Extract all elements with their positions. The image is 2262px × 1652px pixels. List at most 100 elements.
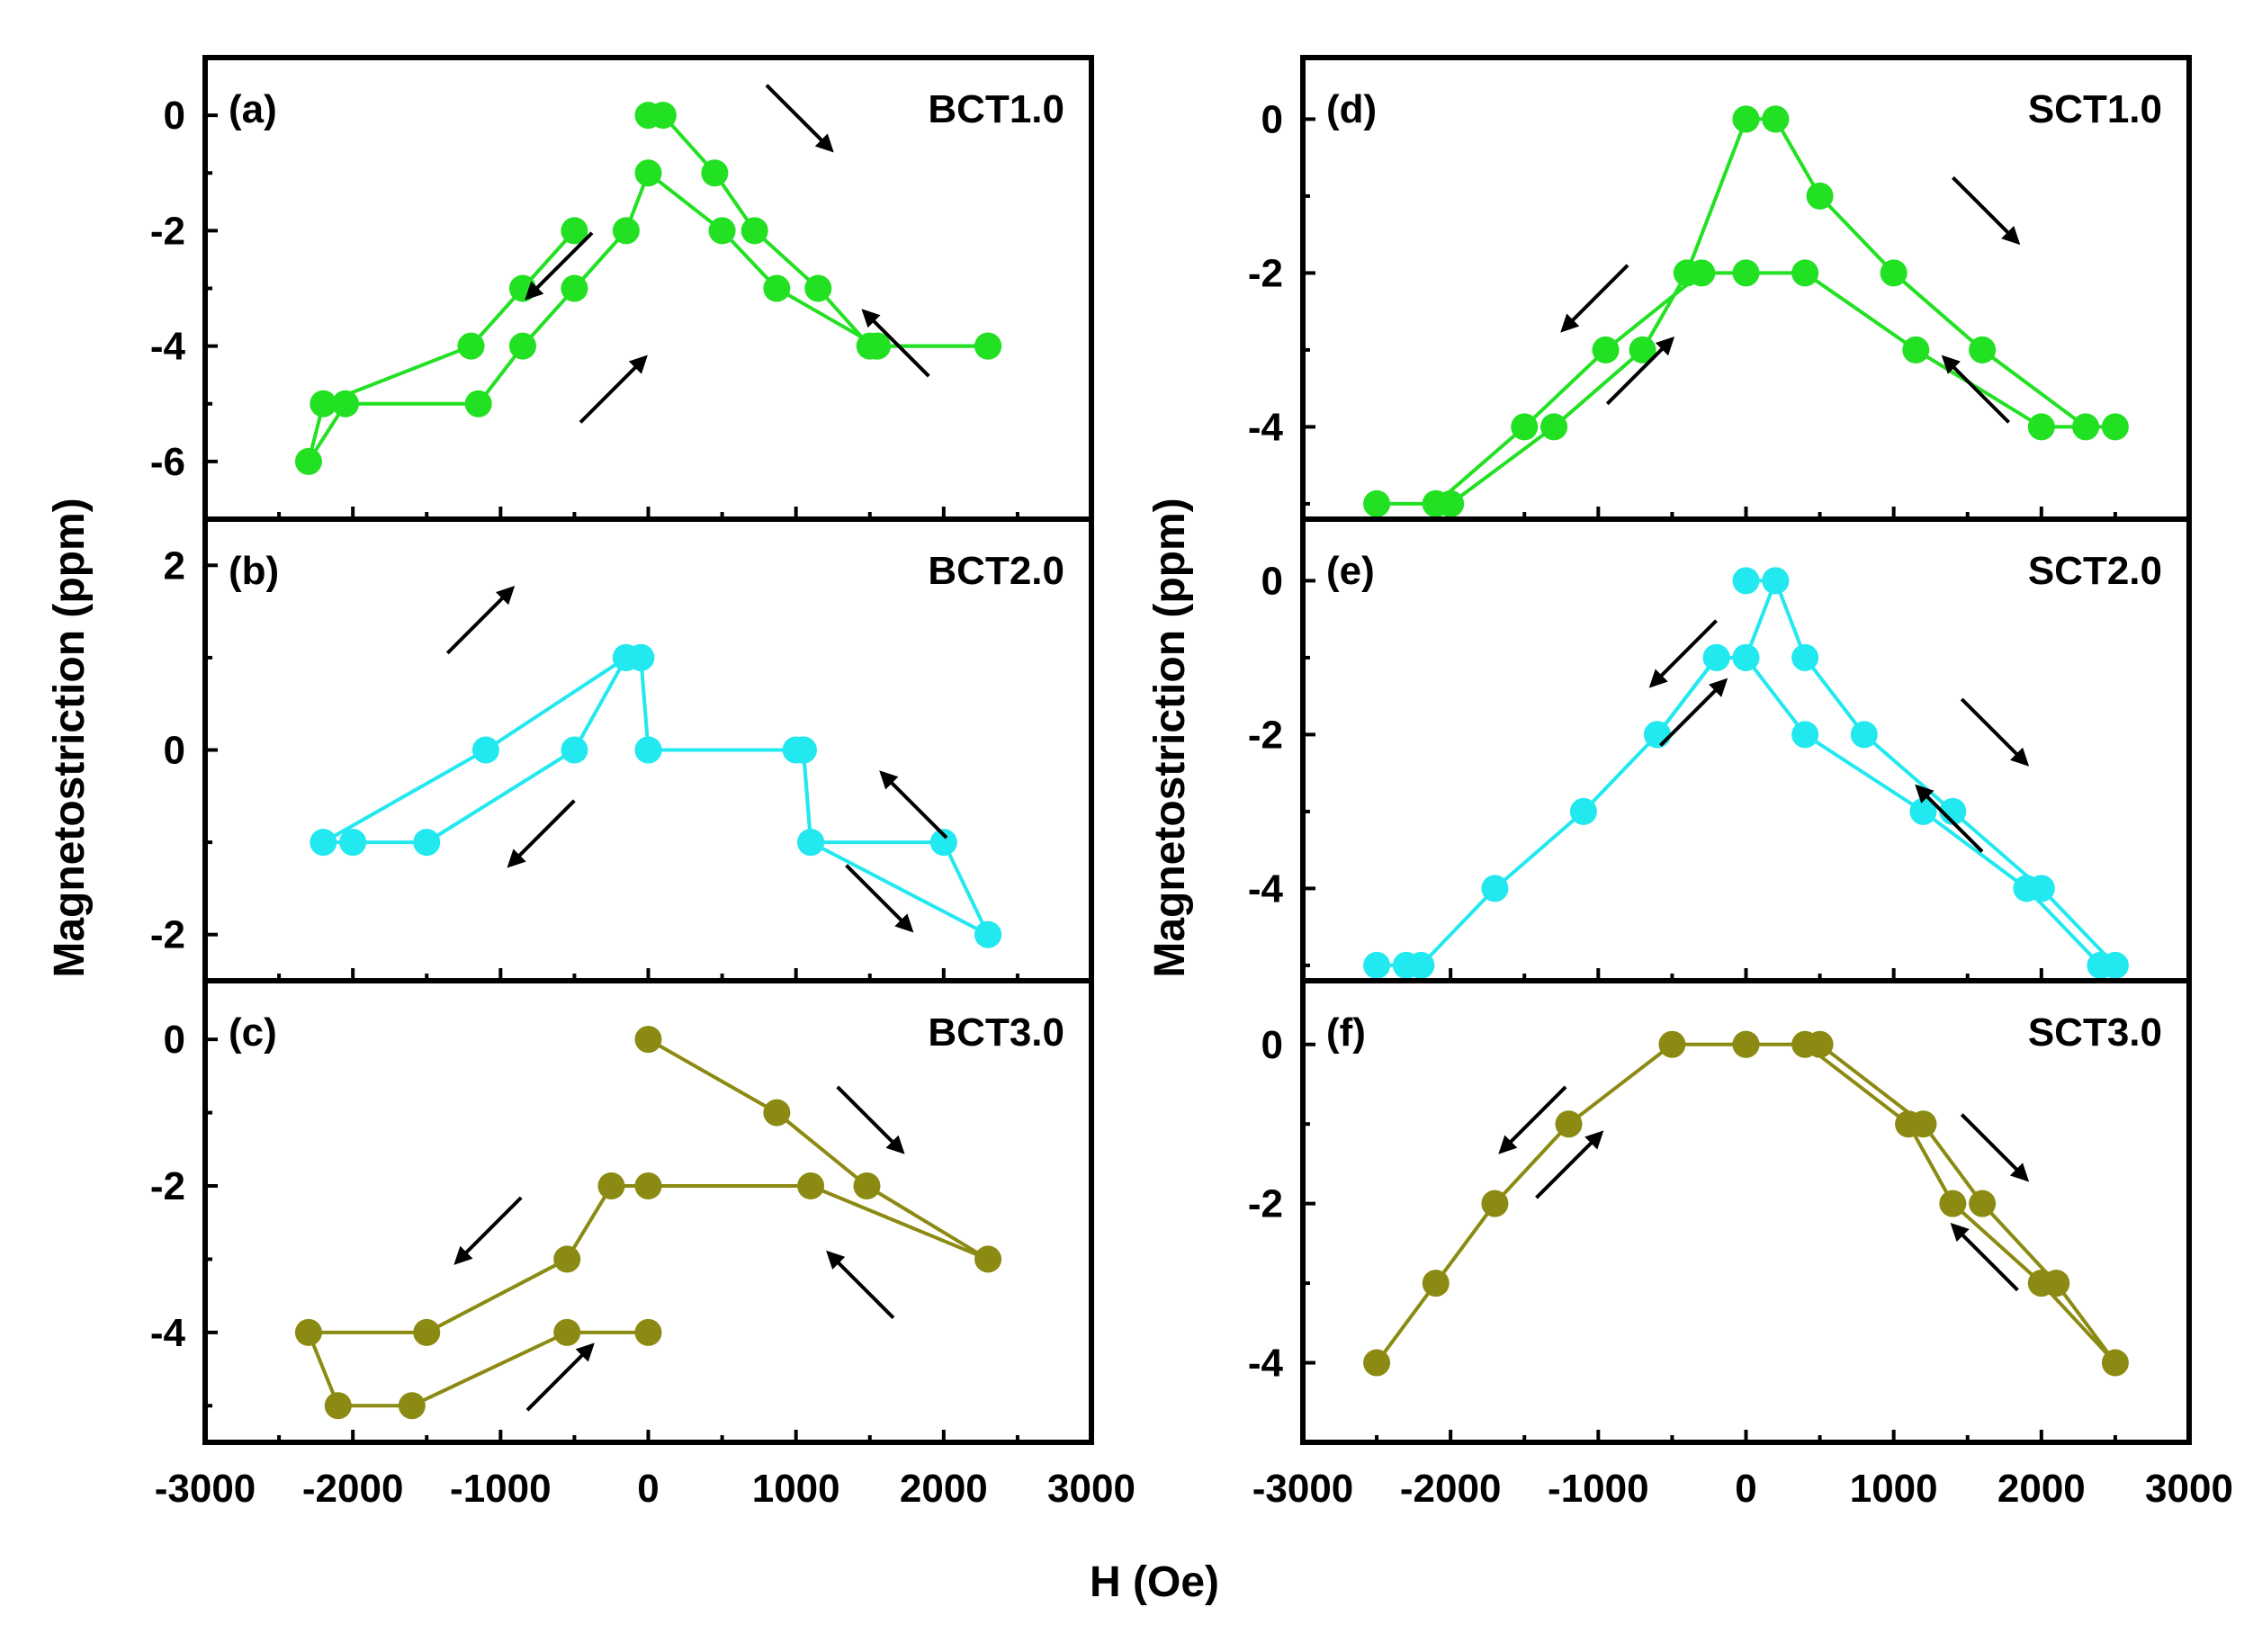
data-point: [561, 736, 588, 764]
y-tick-label: 0: [1261, 559, 1283, 603]
data-point: [863, 332, 891, 360]
data-point: [1481, 1190, 1509, 1217]
panel-title: BCT2.0: [928, 549, 1064, 593]
y-tick-label: 0: [1261, 97, 1283, 141]
panels: 0 -2 -4 -6 (a) BCT1.0 2 0 -2 (b) BCT2.0 0 -2 -4 -3000 -…: [150, 55, 2233, 1511]
x-tick-label: 3000: [2145, 1467, 2233, 1511]
y-tick-label: 0: [1261, 1023, 1283, 1067]
data-point: [1732, 643, 1760, 671]
data-point: [853, 1172, 881, 1199]
panel-title: BCT1.0: [928, 87, 1064, 131]
data-point: [612, 217, 640, 245]
data-point: [797, 1172, 825, 1199]
x-tick-label: -1000: [1548, 1467, 1649, 1511]
data-point: [1791, 1030, 1819, 1058]
sweep-direction-arrow: [861, 309, 930, 378]
series-line: [1746, 579, 2117, 967]
data-point: [1511, 413, 1539, 441]
sweep-direction-arrow: [1658, 678, 1728, 747]
sweep-direction-arrow: [525, 1342, 595, 1412]
sweep-direction-arrow: [1560, 264, 1629, 333]
sweep-direction-arrow: [525, 231, 594, 301]
series-line: [305, 1037, 990, 1408]
y-tick-label: -4: [150, 1311, 186, 1355]
data-point: [1629, 336, 1656, 364]
panel-label: (d): [1326, 87, 1377, 131]
sweep-direction-arrow: [836, 1085, 905, 1154]
data-point: [1895, 1110, 1923, 1138]
x-tick-label: 2000: [1997, 1467, 2086, 1511]
data-point: [1555, 1110, 1583, 1138]
panel-label: (c): [229, 1010, 277, 1055]
data-point: [2087, 951, 2114, 979]
sweep-direction-arrow: [1960, 1113, 2030, 1182]
data-point: [2027, 413, 2055, 441]
x-tick-label: 3000: [1047, 1467, 1135, 1511]
data-point: [1880, 259, 1907, 287]
data-point: [634, 1318, 662, 1346]
sweep-direction-arrow: [1605, 337, 1675, 406]
data-point: [1702, 643, 1730, 671]
data-point: [763, 1099, 791, 1127]
data-point: [701, 159, 729, 187]
data-point: [804, 274, 832, 302]
panel-label: (f): [1326, 1010, 1366, 1055]
sweep-direction-arrow: [445, 586, 516, 655]
data-point: [1806, 182, 1834, 210]
y-tick-label: -2: [150, 209, 185, 253]
sweep-direction-arrow: [1952, 175, 2021, 246]
data-point: [1644, 721, 1671, 749]
panel-sct2-0: 0 -2 -4 (e) SCT2.0: [1248, 516, 2192, 983]
x-tick-label: 0: [637, 1467, 659, 1511]
y-tick-label: -2: [1248, 1182, 1283, 1226]
x-tick-label: 1000: [1850, 1467, 1938, 1511]
y-tick-label: -2: [1248, 713, 1283, 757]
data-point: [789, 736, 817, 764]
x-tick-label: -3000: [1252, 1467, 1354, 1511]
sweep-direction-arrow: [826, 1250, 895, 1319]
y-tick-label: 0: [164, 94, 185, 138]
data-point: [471, 736, 499, 764]
y-tick-label: -2: [150, 913, 185, 957]
data-point: [2013, 875, 2041, 902]
data-point: [974, 332, 1002, 360]
sweep-direction-arrow: [845, 864, 914, 933]
data-point: [1732, 1030, 1760, 1058]
data-point: [1481, 875, 1509, 902]
data-point: [310, 829, 337, 857]
data-point: [1540, 413, 1568, 441]
x-tick-label: 2000: [900, 1467, 988, 1511]
series-line: [306, 170, 989, 462]
sweep-direction-arrow: [507, 799, 576, 868]
sweep-direction-arrow: [879, 770, 948, 839]
panel-bct2-0: 2 0 -2 (b) BCT2.0: [150, 516, 1094, 983]
data-point: [1969, 1190, 1997, 1217]
y-axis-title-left: Magnetostriction (ppm): [46, 498, 94, 977]
data-point: [553, 1245, 581, 1273]
sweep-direction-arrow: [1915, 784, 1984, 853]
data-point: [627, 643, 655, 671]
data-point: [1569, 797, 1597, 825]
data-point: [797, 829, 825, 857]
data-point: [2072, 413, 2100, 441]
panel-title: BCT3.0: [928, 1010, 1064, 1055]
data-point: [1902, 336, 1930, 364]
data-point: [1762, 105, 1790, 133]
data-point: [339, 829, 367, 857]
data-point: [553, 1318, 581, 1346]
y-tick-label: 2: [164, 543, 185, 588]
y-tick-label: -4: [150, 325, 186, 369]
data-point: [1939, 1190, 1967, 1217]
data-point: [1363, 951, 1391, 979]
data-point: [1850, 721, 1878, 749]
y-tick-label: -4: [1248, 1342, 1284, 1386]
series-line: [1431, 117, 2115, 506]
data-point: [597, 1172, 625, 1199]
data-point: [413, 1318, 441, 1346]
sweep-direction-arrow: [1498, 1085, 1567, 1154]
series-line: [1375, 1042, 2117, 1364]
x-tick-label: -3000: [155, 1467, 256, 1511]
data-point: [294, 447, 322, 475]
data-point: [1762, 567, 1790, 595]
data-point: [1732, 259, 1760, 287]
